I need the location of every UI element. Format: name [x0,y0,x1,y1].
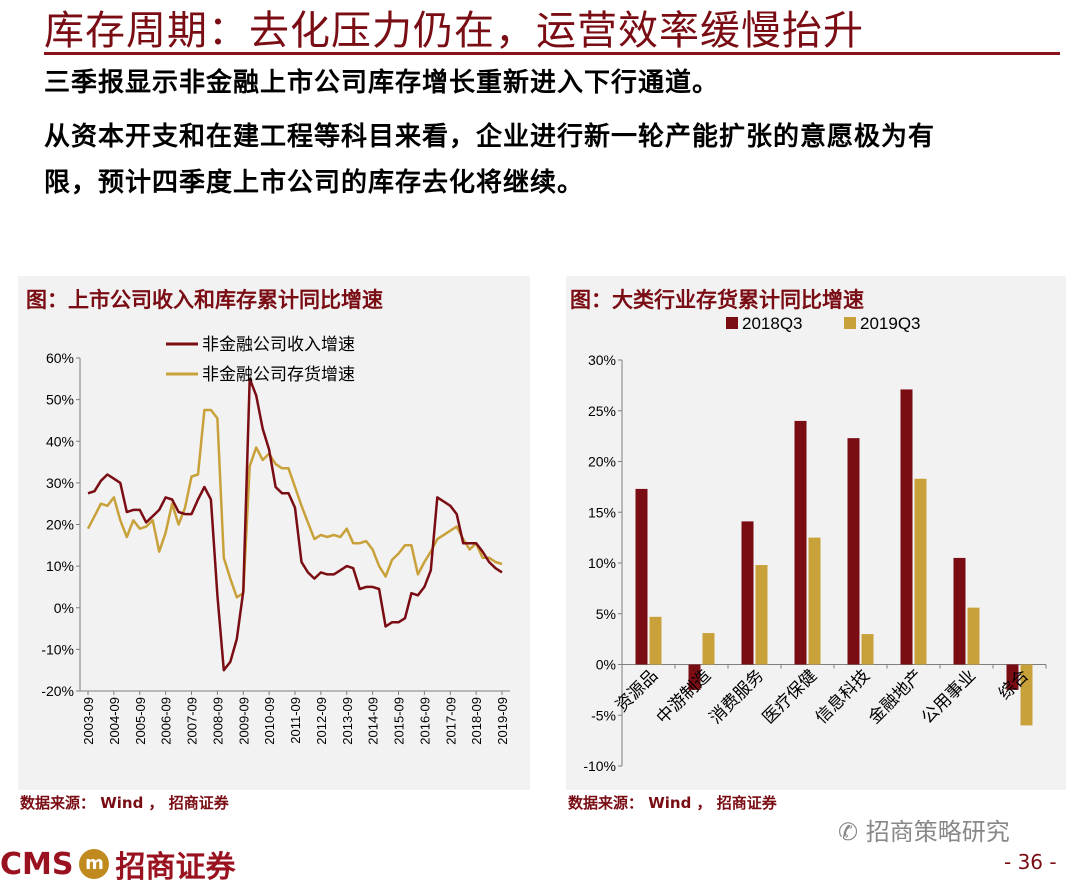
wechat-watermark: ✆ 招商策略研究 [838,812,1010,847]
line-chart-y-tick-label: 30% [46,475,74,491]
bar-chart: -10% -5% 0% 5% 10% 15% 20% 25% 30% 资源品中游制造消费服务医疗保… [583,314,1047,774]
bar-chart-legend-label: 2018Q3 [742,314,803,333]
line-chart-x-tick-label: 2009-09 [236,697,251,745]
bar-chart-category-label: 金融地产 [865,666,927,728]
bar-2018Q3-中游制造 [688,664,701,690]
bar-2019Q3-消费服务 [755,565,768,665]
line-chart-x-tick-label: 2003-09 [81,697,96,745]
line-chart-x-tick-label: 2016-09 [417,697,432,745]
line-chart-title: 图：上市公司收入和库存累计同比增速 [26,288,383,312]
wechat-icon: ✆ [838,818,859,846]
line-chart-y-tick-label: -10% [41,641,74,657]
line-chart-x-tick-label: 2018-09 [469,697,484,745]
line-chart-x-tick-label: 2015-09 [392,697,407,745]
bar-chart-category-label: 公用事业 [918,666,980,728]
line-chart-legend-label: 非金融公司收入增速 [202,335,355,354]
line-chart-x-tick-label: 2014-09 [366,697,381,745]
page-title: 库存周期：去化压力仍在，运营效率缓慢抬升 [44,8,864,54]
bar-chart-category-label: 医疗保健 [759,666,821,728]
line-chart-y-tick-label: 20% [46,517,74,533]
bar-chart-y-tick-label: 10% [588,555,616,571]
summary-paragraph-1: 三季报显示非金融上市公司库存增长重新进入下行通道。 [44,68,720,98]
bar-chart-legend-label: 2019Q3 [860,314,921,333]
line-chart-x-tick-label: 2005-09 [133,697,148,745]
bar-chart-y-tick-label: -10% [583,758,616,774]
summary-paragraph-2-line-1: 从资本开支和在建工程等科目来看，企业进行新一轮产能扩张的意愿极为有 [44,122,936,152]
bar-chart-y-tick-label: 5% [596,606,616,622]
bar-2018Q3-公用事业 [953,557,966,665]
brand-logo: CMS m 招商证券 [0,842,235,886]
bar-chart-panel: 图：大类行业存货累计同比增速 -10% -5% 0% 5% 10% 15% 20% 25% 30… [566,276,1066,790]
logo-cn-text: 招商证券 [115,850,236,885]
line-chart-x-tick-label: 2011-09 [288,697,303,744]
bar-2018Q3-金融地产 [900,389,913,665]
line-chart-y-tick-label: 0% [54,600,74,616]
logo-coin-icon: m [79,849,110,879]
wechat-name: 招商策略研究 [865,818,1010,846]
bar-chart-category-label: 消费服务 [706,666,768,728]
page-number: - 36 - [1004,850,1057,874]
bar-2019Q3-公用事业 [967,607,980,665]
bar-chart-category-label: 中游制造 [653,666,715,728]
line-chart-x-tick-label: 2019-09 [495,697,510,745]
line-chart-x-tick-label: 2004-09 [107,697,122,745]
bar-chart-title: 图：大类行业存货累计同比增速 [570,288,864,312]
bar-chart-y-tick-label: 25% [588,403,616,419]
title-divider [44,52,1060,55]
bar-chart-legend-swatch [844,317,856,329]
summary-paragraph-2-line-2: 限，预计四季度上市公司的库存去化将继续。 [44,168,585,198]
line-chart-legend-label: 非金融公司存货增速 [202,365,355,384]
bar-2019Q3-中游制造 [702,633,715,665]
bar-chart-category-label: 资源品 [612,666,661,715]
line-chart-y-tick-label: 50% [46,392,74,408]
bar-chart-y-tick-label: 15% [588,504,616,520]
line-chart-y-tick-label: 10% [46,558,74,574]
line-chart-x-tick-label: 2007-09 [185,697,200,745]
bar-2019Q3-医疗保健 [808,537,821,665]
line-chart-y-tick-label: 40% [46,433,74,449]
bar-chart-y-tick-label: 30% [588,352,616,368]
line-chart-source: 数据来源： Wind ， 招商证券 [20,794,229,812]
bar-chart-category-label: 信息科技 [812,666,874,728]
bar-chart-source: 数据来源： Wind ， 招商证券 [568,794,777,812]
bar-2018Q3-信息科技 [847,438,860,665]
bar-chart-legend-swatch [726,317,738,329]
line-chart: -20% -10% 0% 10% 20% 30% 40% 50% 60% 2003-09 2004-… [41,335,510,745]
line-chart-series-revenue [87,377,503,672]
line-chart-panel: 图：上市公司收入和库存累计同比增速 -20% -10% 0% 10% 20% 30% 40%… [18,276,530,790]
line-chart-x-tick-label: 2006-09 [159,697,174,745]
bar-2019Q3-综合 [1020,664,1033,726]
bar-2019Q3-资源品 [649,616,662,665]
line-chart-x-tick-label: 2012-09 [314,697,329,745]
bar-2018Q3-资源品 [635,488,648,665]
line-chart-y-tick-label: -20% [41,683,74,699]
bar-chart-y-tick-label: -5% [591,707,616,723]
line-chart-x-tick-label: 2017-09 [443,697,458,745]
bar-2019Q3-信息科技 [861,634,874,665]
bar-chart-y-tick-label: 20% [588,454,616,470]
bar-2018Q3-综合 [1006,664,1019,690]
bar-2019Q3-金融地产 [914,478,927,665]
line-chart-y-tick-label: 60% [46,350,74,366]
line-chart-x-tick-label: 2010-09 [262,697,277,745]
bar-chart-y-tick-label: 0% [596,657,616,673]
bar-2018Q3-消费服务 [741,521,754,665]
bar-2018Q3-医疗保健 [794,420,807,665]
line-chart-x-tick-label: 2008-09 [210,697,225,745]
line-chart-x-tick-label: 2013-09 [340,697,355,745]
logo-text: CMS [0,846,74,882]
line-chart-series-inventory [86,408,503,599]
